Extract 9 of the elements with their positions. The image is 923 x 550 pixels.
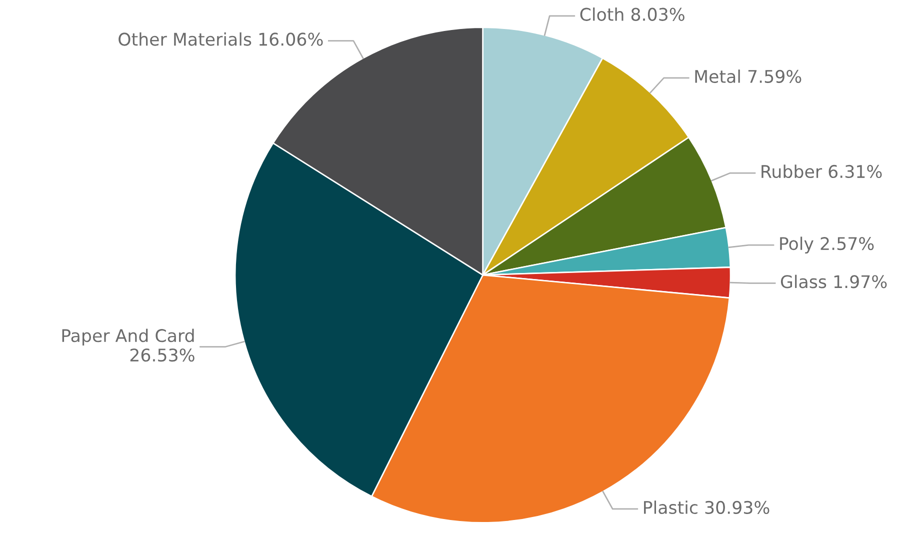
slice-label: Rubber 6.31%	[762, 164, 882, 178]
data-label: 26.53%	[130, 348, 194, 362]
slice-label: Poly 2.57%	[780, 236, 874, 254]
slice-label: Other Materials 16.06%	[118, 32, 323, 46]
slice-label: Plastic 30.93%	[644, 500, 770, 514]
slice-label: Cloth 8.03%	[580, 8, 684, 21]
slice-label: Paper And Card	[62, 328, 194, 346]
slice-label: Glass 1.97%	[780, 274, 887, 288]
slice-label: Metal 7.59%	[695, 70, 802, 83]
